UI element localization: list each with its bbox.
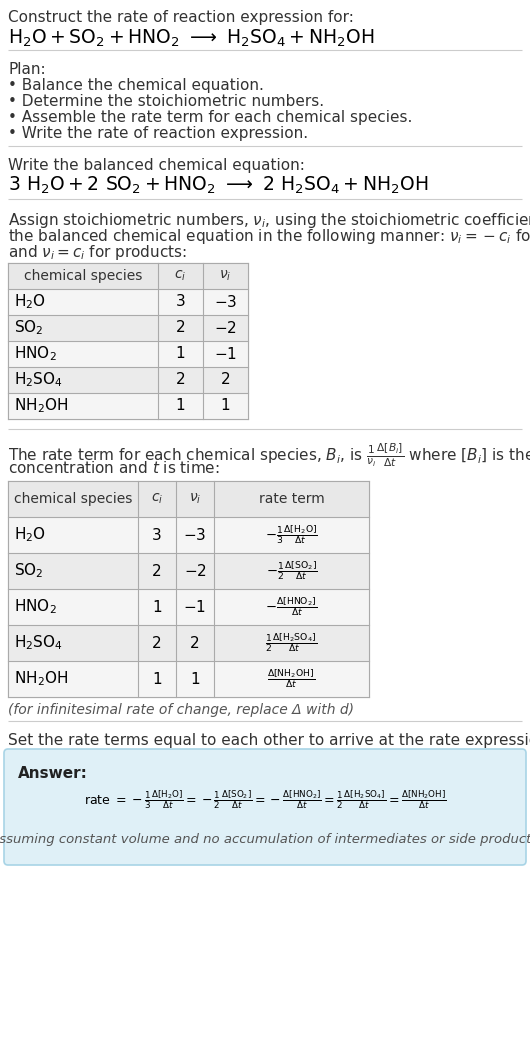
Bar: [8, 289, 248, 315]
Text: Assign stoichiometric numbers, $\nu_i$, using the stoichiometric coefficients, $: Assign stoichiometric numbers, $\nu_i$, …: [8, 211, 530, 230]
Text: $c_i$: $c_i$: [174, 269, 187, 283]
Text: Set the rate terms equal to each other to arrive at the rate expression:: Set the rate terms equal to each other t…: [8, 733, 530, 748]
Text: • Assemble the rate term for each chemical species.: • Assemble the rate term for each chemic…: [8, 110, 412, 126]
Text: $-3$: $-3$: [214, 294, 237, 310]
Text: $\mathrm{H_2O}$: $\mathrm{H_2O}$: [14, 526, 46, 544]
Text: rate $= -\frac{1}{3}\frac{\Delta[\mathrm{H_2O}]}{\Delta t}= -\frac{1}{2}\frac{\D: rate $= -\frac{1}{3}\frac{\Delta[\mathrm…: [84, 788, 446, 811]
Text: $-1$: $-1$: [183, 599, 207, 615]
Text: $-\frac{1}{2}\frac{\Delta[\mathrm{SO_2}]}{\Delta t}$: $-\frac{1}{2}\frac{\Delta[\mathrm{SO_2}]…: [266, 560, 317, 583]
Text: chemical species: chemical species: [14, 492, 132, 506]
Text: $\mathrm{H_2O + SO_2 + HNO_2 \ \longrightarrow \ H_2SO_4 + NH_2OH}$: $\mathrm{H_2O + SO_2 + HNO_2 \ \longrigh…: [8, 28, 374, 49]
Bar: [8, 661, 369, 697]
Text: 1: 1: [152, 672, 162, 686]
Text: $\nu_i$: $\nu_i$: [219, 269, 232, 283]
Text: • Determine the stoichiometric numbers.: • Determine the stoichiometric numbers.: [8, 94, 324, 109]
Bar: [8, 553, 369, 589]
Text: $-2$: $-2$: [183, 563, 207, 579]
Text: $\frac{\Delta[\mathrm{NH_2OH}]}{\Delta t}$: $\frac{\Delta[\mathrm{NH_2OH}]}{\Delta t…: [267, 667, 316, 690]
Text: $-\frac{\Delta[\mathrm{HNO_2}]}{\Delta t}$: $-\frac{\Delta[\mathrm{HNO_2}]}{\Delta t…: [266, 595, 317, 618]
Text: (assuming constant volume and no accumulation of intermediates or side products): (assuming constant volume and no accumul…: [0, 833, 530, 846]
Text: Write the balanced chemical equation:: Write the balanced chemical equation:: [8, 158, 305, 173]
FancyBboxPatch shape: [4, 749, 526, 865]
Text: $-2$: $-2$: [214, 320, 237, 336]
Text: $\frac{1}{2}\frac{\Delta[\mathrm{H_2SO_4}]}{\Delta t}$: $\frac{1}{2}\frac{\Delta[\mathrm{H_2SO_4…: [266, 632, 317, 655]
Text: and $\nu_i = c_i$ for products:: and $\nu_i = c_i$ for products:: [8, 243, 187, 262]
Bar: [8, 626, 369, 661]
Text: Construct the rate of reaction expression for:: Construct the rate of reaction expressio…: [8, 10, 354, 25]
Bar: [8, 367, 248, 393]
Text: 1: 1: [175, 346, 186, 362]
Text: $c_i$: $c_i$: [151, 492, 163, 506]
Text: 3: 3: [175, 295, 186, 310]
Bar: [8, 517, 369, 553]
Text: $\mathrm{H_2SO_4}$: $\mathrm{H_2SO_4}$: [14, 370, 63, 389]
Text: $\nu_i$: $\nu_i$: [189, 492, 201, 506]
Text: $\mathrm{NH_2OH}$: $\mathrm{NH_2OH}$: [14, 669, 68, 688]
Text: 2: 2: [175, 320, 186, 336]
Text: 2: 2: [152, 636, 162, 651]
Bar: [8, 589, 369, 626]
Text: 2: 2: [175, 372, 186, 387]
Text: $\mathrm{HNO_2}$: $\mathrm{HNO_2}$: [14, 344, 57, 363]
Text: 1: 1: [152, 599, 162, 614]
Text: 2: 2: [190, 636, 200, 651]
Bar: [8, 263, 248, 419]
Text: The rate term for each chemical species, $B_i$, is $\frac{1}{\nu_i}\frac{\Delta[: The rate term for each chemical species,…: [8, 441, 530, 469]
Text: 1: 1: [220, 399, 231, 413]
Text: $\mathrm{H_2SO_4}$: $\mathrm{H_2SO_4}$: [14, 634, 63, 653]
Text: $\mathrm{H_2O}$: $\mathrm{H_2O}$: [14, 293, 46, 312]
Text: 1: 1: [175, 399, 186, 413]
Text: concentration and $t$ is time:: concentration and $t$ is time:: [8, 460, 220, 476]
Text: $\mathrm{SO_2}$: $\mathrm{SO_2}$: [14, 562, 43, 581]
Text: (for infinitesimal rate of change, replace Δ with d): (for infinitesimal rate of change, repla…: [8, 703, 354, 717]
Text: $-1$: $-1$: [214, 346, 237, 362]
Text: $-3$: $-3$: [183, 527, 207, 543]
Text: $\mathrm{NH_2OH}$: $\mathrm{NH_2OH}$: [14, 396, 68, 415]
Text: $\mathrm{SO_2}$: $\mathrm{SO_2}$: [14, 319, 43, 338]
Bar: [8, 393, 248, 419]
Text: Plan:: Plan:: [8, 62, 46, 77]
Text: 2: 2: [220, 372, 231, 387]
Text: 2: 2: [152, 564, 162, 578]
Bar: [8, 315, 248, 341]
Text: chemical species: chemical species: [24, 269, 142, 283]
Text: rate term: rate term: [259, 492, 324, 506]
Text: Answer:: Answer:: [18, 766, 88, 781]
Text: • Write the rate of reaction expression.: • Write the rate of reaction expression.: [8, 126, 308, 141]
Bar: [8, 341, 248, 367]
Bar: [8, 263, 248, 289]
Text: the balanced chemical equation in the following manner: $\nu_i = -c_i$ for react: the balanced chemical equation in the fo…: [8, 227, 530, 246]
Text: • Balance the chemical equation.: • Balance the chemical equation.: [8, 78, 264, 93]
Text: $\mathrm{HNO_2}$: $\mathrm{HNO_2}$: [14, 597, 57, 616]
Text: $-\frac{1}{3}\frac{\Delta[\mathrm{H_2O}]}{\Delta t}$: $-\frac{1}{3}\frac{\Delta[\mathrm{H_2O}]…: [265, 524, 318, 546]
Text: 1: 1: [190, 672, 200, 686]
Bar: [8, 481, 369, 697]
Text: $\mathrm{3\ H_2O + 2\ SO_2 + HNO_2 \ \longrightarrow \ 2\ H_2SO_4 + NH_2OH}$: $\mathrm{3\ H_2O + 2\ SO_2 + HNO_2 \ \lo…: [8, 175, 428, 197]
Bar: [8, 481, 369, 517]
Text: 3: 3: [152, 527, 162, 543]
